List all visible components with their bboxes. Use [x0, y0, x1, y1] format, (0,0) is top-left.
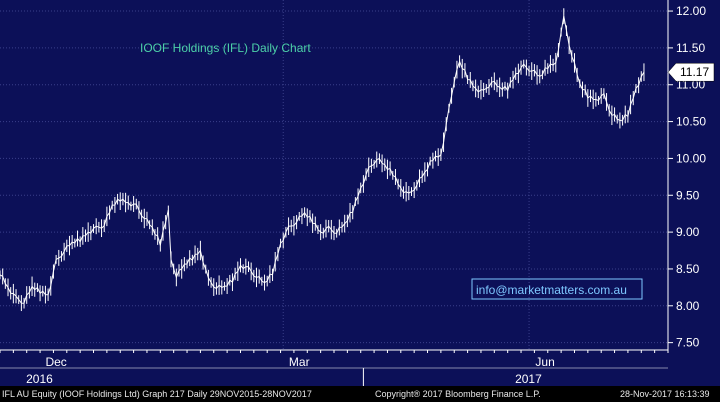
y-tick-label: 10.00 [676, 151, 706, 165]
email-annotation-box [471, 278, 643, 300]
last-price-marker: 11.17 [667, 62, 715, 82]
chart-title: IOOF Holdings (IFL) Daily Chart [140, 41, 311, 55]
price-series [0, 8, 645, 312]
x-year-label: 2017 [515, 372, 542, 386]
x-tick-label: Mar [289, 355, 310, 369]
email-annotation-text[interactable]: info@marketmatters.com.au [476, 283, 627, 297]
y-tick-label: 10.50 [676, 115, 706, 129]
footer-timestamp: 28-Nov-2017 16:13:39 [620, 389, 710, 399]
y-tick-label: 7.50 [676, 336, 700, 350]
x-tick-label: Dec [45, 355, 66, 369]
email-annotation[interactable]: info@marketmatters.com.au [471, 278, 643, 300]
y-axis: 7.508.008.509.009.5010.0010.5011.0011.50… [667, 0, 706, 350]
plot-background [0, 0, 720, 386]
x-tick-label: Jun [535, 355, 554, 369]
x-axis: DecMarJunSep20162017 [0, 349, 669, 386]
footer-left-text: IFL AU Equity (IOOF Holdings Ltd) Graph … [2, 389, 312, 399]
footer-copyright: Copyright® 2017 Bloomberg Finance L.P. [375, 389, 541, 399]
y-tick-label: 9.00 [676, 225, 700, 239]
last-price-label: 11.17 [680, 65, 709, 79]
price-chart: 7.508.008.509.009.5010.0010.5011.0011.50… [0, 0, 720, 386]
y-tick-label: 8.50 [676, 262, 700, 276]
y-tick-label: 11.50 [676, 41, 705, 55]
last-price-box [667, 62, 715, 82]
y-tick-label: 9.50 [676, 188, 700, 202]
y-tick-label: 12.00 [676, 4, 706, 18]
x-year-label: 2016 [26, 372, 53, 386]
footer-bar: IFL AU Equity (IOOF Holdings Ltd) Graph … [0, 386, 720, 402]
y-tick-label: 8.00 [676, 299, 700, 313]
